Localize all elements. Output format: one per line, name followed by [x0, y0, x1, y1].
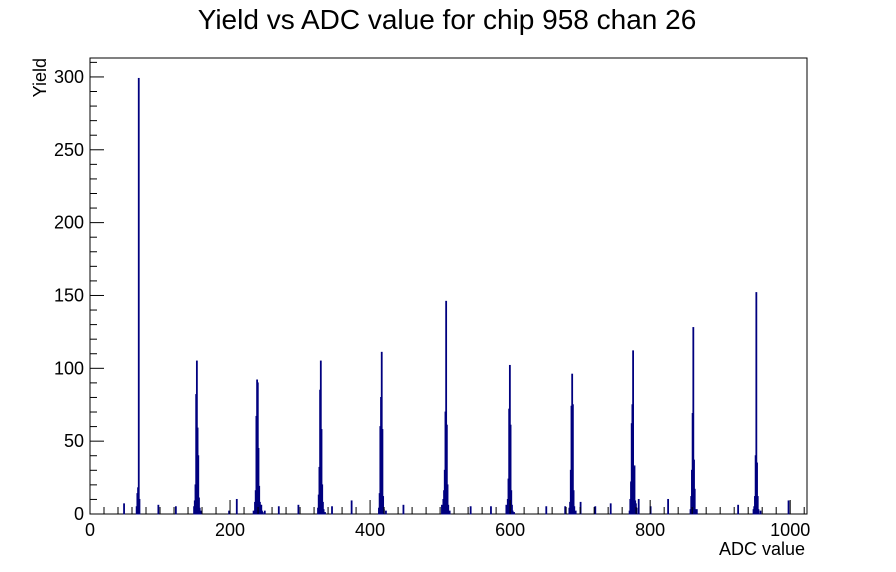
- histogram-bar: [402, 504, 405, 515]
- x-axis-title: ADC value: [719, 539, 805, 559]
- histogram-bar: [594, 506, 597, 515]
- x-tick-label: 0: [85, 520, 95, 540]
- y-tick-label: 150: [54, 285, 84, 305]
- y-tick-label: 50: [64, 431, 84, 451]
- histogram-bar: [469, 506, 472, 515]
- y-tick-label: 250: [54, 140, 84, 160]
- histogram-bar: [123, 503, 125, 515]
- histogram-bar: [787, 500, 790, 515]
- histogram-bar: [694, 509, 697, 515]
- x-tick-label: 400: [355, 520, 385, 540]
- y-axis-title: Yield: [30, 58, 50, 97]
- histogram-bar: [200, 510, 202, 515]
- histogram-bar: [573, 506, 576, 515]
- histogram-bar: [235, 498, 238, 515]
- histogram-bar: [574, 510, 577, 515]
- histogram-bar: [137, 77, 140, 515]
- histogram-bar: [385, 510, 387, 515]
- y-axis: 0 50 100 150 200 250 300: [54, 61, 104, 524]
- y-tick-label: 0: [74, 504, 84, 524]
- histogram-bar: [757, 509, 760, 515]
- histogram-bar: [564, 506, 567, 515]
- x-axis: 0 200 400 600 800 1000: [85, 500, 810, 540]
- histogram-bars: [123, 77, 790, 515]
- x-tick-label: 200: [215, 520, 245, 540]
- histogram-bar: [277, 506, 280, 515]
- histogram-bar: [545, 506, 548, 515]
- histogram-bar: [513, 512, 515, 515]
- histogram-bar: [157, 504, 160, 515]
- histogram-bar: [737, 504, 740, 515]
- y-tick-label: 200: [54, 213, 84, 233]
- chart-title: Yield vs ADC value for chip 958 chan 26: [198, 4, 697, 35]
- histogram-bar: [441, 504, 443, 515]
- histogram-bar: [667, 498, 670, 515]
- y-tick-label: 100: [54, 358, 84, 378]
- histogram-bar: [252, 510, 255, 515]
- histogram-bar: [261, 512, 264, 515]
- histogram-bar: [695, 509, 698, 515]
- histogram-bar: [448, 510, 451, 515]
- histogram-bar: [324, 512, 326, 515]
- histogram-bar: [447, 504, 450, 515]
- y-tick-label: 300: [54, 67, 84, 87]
- histogram-bar: [138, 498, 141, 515]
- histogram-bar: [263, 510, 266, 515]
- histogram-bar: [174, 506, 177, 515]
- histogram-bar: [297, 504, 300, 515]
- x-tick-label: 800: [635, 520, 665, 540]
- histogram-bar: [198, 507, 201, 515]
- histogram-bar: [609, 503, 612, 515]
- histogram-bar: [228, 510, 230, 515]
- histogram-bar: [637, 498, 640, 515]
- histogram-bar: [331, 506, 333, 515]
- histogram-bar: [350, 500, 353, 515]
- x-tick-label: 600: [495, 520, 525, 540]
- histogram-bar: [511, 510, 514, 515]
- histogram-bar: [322, 509, 325, 515]
- histogram-bar: [505, 504, 508, 515]
- histogram-bar: [759, 510, 762, 515]
- histogram-bar: [490, 506, 492, 515]
- x-tick-label: 1000: [770, 520, 810, 540]
